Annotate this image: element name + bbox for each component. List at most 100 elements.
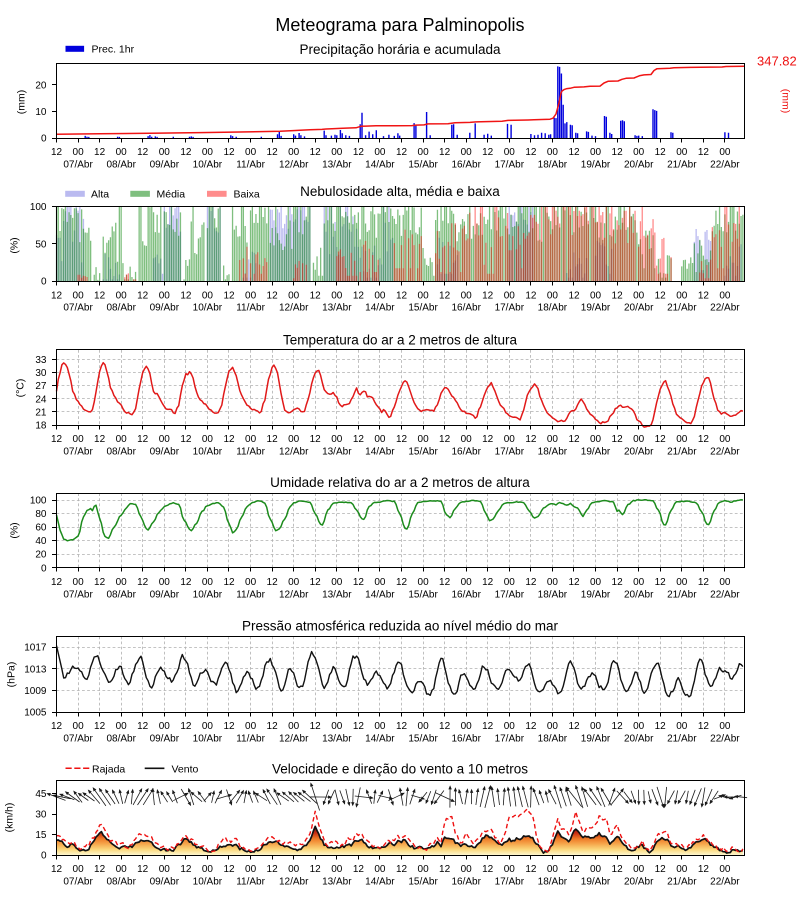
svg-text:12: 12 <box>655 290 667 301</box>
svg-text:13/Abr: 13/Abr <box>322 876 352 887</box>
svg-text:(km/h): (km/h) <box>4 803 16 833</box>
svg-text:40: 40 <box>35 536 47 547</box>
svg-text:10/Abr: 10/Abr <box>193 159 223 170</box>
svg-text:12: 12 <box>94 577 106 588</box>
svg-text:19/Abr: 19/Abr <box>581 734 611 745</box>
svg-text:12: 12 <box>137 147 149 158</box>
svg-text:15/Abr: 15/Abr <box>408 589 438 600</box>
svg-text:09/Abr: 09/Abr <box>150 734 180 745</box>
svg-text:Rajada: Rajada <box>92 764 125 776</box>
svg-text:15/Abr: 15/Abr <box>408 876 438 887</box>
svg-text:12: 12 <box>223 864 235 875</box>
svg-text:12: 12 <box>353 577 365 588</box>
svg-text:(%): (%) <box>9 237 21 253</box>
svg-text:00: 00 <box>418 147 430 158</box>
svg-text:12: 12 <box>482 864 494 875</box>
svg-text:00: 00 <box>73 864 85 875</box>
svg-text:00: 00 <box>504 577 516 588</box>
svg-text:12: 12 <box>655 577 667 588</box>
svg-text:12: 12 <box>180 290 192 301</box>
svg-text:00: 00 <box>159 434 171 445</box>
svg-text:00: 00 <box>461 721 473 732</box>
svg-text:22/Abr: 22/Abr <box>710 734 740 745</box>
svg-text:12: 12 <box>439 290 451 301</box>
svg-text:12: 12 <box>267 721 279 732</box>
svg-text:14/Abr: 14/Abr <box>365 589 395 600</box>
svg-text:12: 12 <box>267 864 279 875</box>
svg-text:12: 12 <box>396 864 408 875</box>
svg-text:Precipitação horária e acumula: Precipitação horária e acumulada <box>299 42 501 57</box>
svg-text:14/Abr: 14/Abr <box>365 447 395 458</box>
svg-text:00: 00 <box>374 577 386 588</box>
svg-text:14/Abr: 14/Abr <box>365 876 395 887</box>
svg-text:00: 00 <box>418 434 430 445</box>
svg-text:1005: 1005 <box>24 708 47 719</box>
svg-text:12: 12 <box>568 577 580 588</box>
svg-text:00: 00 <box>676 147 688 158</box>
svg-text:18/Abr: 18/Abr <box>538 447 568 458</box>
svg-text:00: 00 <box>461 577 473 588</box>
svg-text:Nebulosidade alta, média e bai: Nebulosidade alta, média e baixa <box>300 184 500 199</box>
svg-text:12: 12 <box>94 434 106 445</box>
svg-text:00: 00 <box>159 721 171 732</box>
svg-text:00: 00 <box>504 147 516 158</box>
svg-text:00: 00 <box>418 577 430 588</box>
svg-text:17/Abr: 17/Abr <box>495 159 525 170</box>
svg-text:12: 12 <box>137 434 149 445</box>
svg-text:27: 27 <box>35 381 47 392</box>
svg-text:08/Abr: 08/Abr <box>106 876 136 887</box>
svg-text:00: 00 <box>719 434 731 445</box>
svg-text:18/Abr: 18/Abr <box>538 734 568 745</box>
svg-text:16/Abr: 16/Abr <box>451 876 481 887</box>
svg-text:(°C): (°C) <box>15 379 27 398</box>
svg-text:00: 00 <box>73 721 85 732</box>
svg-text:12: 12 <box>353 147 365 158</box>
svg-text:00: 00 <box>374 147 386 158</box>
svg-text:00: 00 <box>374 434 386 445</box>
svg-text:16/Abr: 16/Abr <box>451 447 481 458</box>
svg-text:11/Abr: 11/Abr <box>236 447 265 458</box>
svg-text:00: 00 <box>676 721 688 732</box>
svg-text:18/Abr: 18/Abr <box>538 876 568 887</box>
svg-text:15/Abr: 15/Abr <box>408 447 438 458</box>
svg-text:(hPa): (hPa) <box>5 662 17 688</box>
svg-text:00: 00 <box>288 147 300 158</box>
svg-text:12: 12 <box>267 434 279 445</box>
svg-text:18/Abr: 18/Abr <box>538 159 568 170</box>
svg-text:09/Abr: 09/Abr <box>150 303 180 314</box>
svg-text:12: 12 <box>180 577 192 588</box>
svg-text:Média: Média <box>157 188 186 200</box>
svg-text:15/Abr: 15/Abr <box>408 303 438 314</box>
svg-text:20/Abr: 20/Abr <box>624 876 654 887</box>
svg-text:12: 12 <box>439 577 451 588</box>
svg-text:10/Abr: 10/Abr <box>193 447 223 458</box>
svg-text:(%): (%) <box>9 522 21 538</box>
svg-text:08/Abr: 08/Abr <box>106 159 136 170</box>
svg-text:12/Abr: 12/Abr <box>279 589 309 600</box>
svg-text:00: 00 <box>676 864 688 875</box>
svg-text:12: 12 <box>310 864 322 875</box>
svg-text:Temperatura do ar a 2 metros d: Temperatura do ar a 2 metros de altura <box>283 333 518 348</box>
svg-text:12: 12 <box>482 577 494 588</box>
svg-text:00: 00 <box>202 290 214 301</box>
svg-text:18/Abr: 18/Abr <box>538 303 568 314</box>
svg-text:00: 00 <box>504 721 516 732</box>
svg-text:12: 12 <box>51 577 63 588</box>
svg-text:07/Abr: 07/Abr <box>63 589 93 600</box>
svg-text:12/Abr: 12/Abr <box>279 447 309 458</box>
svg-text:80: 80 <box>35 509 47 520</box>
svg-text:07/Abr: 07/Abr <box>63 159 93 170</box>
svg-text:16/Abr: 16/Abr <box>451 303 481 314</box>
svg-text:13/Abr: 13/Abr <box>322 589 352 600</box>
svg-text:12: 12 <box>525 290 537 301</box>
svg-text:19/Abr: 19/Abr <box>581 876 611 887</box>
svg-text:00: 00 <box>245 434 257 445</box>
svg-text:09/Abr: 09/Abr <box>150 159 180 170</box>
svg-text:14/Abr: 14/Abr <box>365 159 395 170</box>
svg-text:13/Abr: 13/Abr <box>322 734 352 745</box>
svg-text:09/Abr: 09/Abr <box>150 876 180 887</box>
svg-text:00: 00 <box>159 577 171 588</box>
svg-text:12: 12 <box>698 864 710 875</box>
svg-text:11/Abr: 11/Abr <box>236 589 265 600</box>
svg-text:Alta: Alta <box>91 188 109 200</box>
